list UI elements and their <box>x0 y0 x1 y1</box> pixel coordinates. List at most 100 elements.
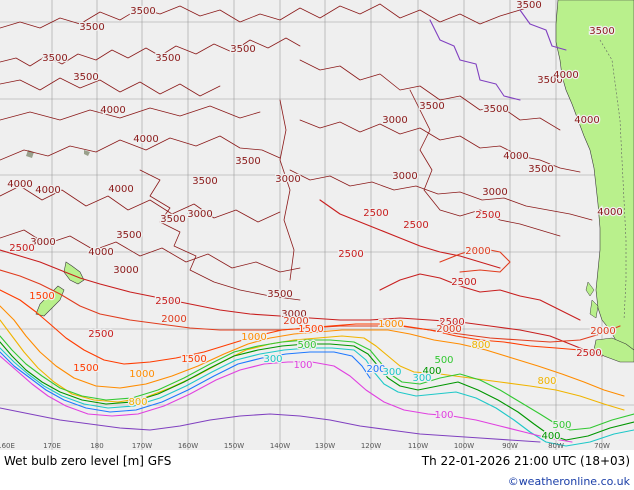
contour-label-42: 3500 <box>537 75 562 86</box>
lon-label-120w: 120W <box>361 442 381 450</box>
credit-link[interactable]: ©weatheronline.co.uk <box>507 475 630 488</box>
contour-label-10: 3000 <box>275 174 300 185</box>
contour-label-36: 1000 <box>129 369 154 380</box>
contour-label-59: 2500 <box>439 317 464 328</box>
lon-label-130w: 130W <box>315 442 335 450</box>
contour-label-69: 500 <box>552 420 571 431</box>
contour-label-33: 300 <box>263 354 282 365</box>
lon-label-80w: 80W <box>548 442 564 450</box>
contour-label-3: 3500 <box>42 53 67 64</box>
contour-label-40: 3500 <box>516 0 541 11</box>
map-title: Wet bulb zero level [m] GFS <box>4 454 172 468</box>
contour-line-contour_main-10 <box>139 169 301 301</box>
contour-label-46: 3000 <box>382 115 407 126</box>
contour-label-31: 500 <box>297 340 316 351</box>
contour-label-62: 2000 <box>590 326 615 337</box>
contour-label-11: 4000 <box>7 179 32 190</box>
contour-line-c300-23 <box>0 347 634 447</box>
contour-label-64: 500 <box>434 355 453 366</box>
contour-label-16: 3500 <box>116 230 141 241</box>
contour-line-c2000-17 <box>439 247 511 273</box>
lon-label-140w: 140W <box>270 442 290 450</box>
lon-label-160e: 160E <box>0 442 15 450</box>
contour-line-c1500-18 <box>0 289 601 365</box>
contour-label-54: 4000 <box>597 207 622 218</box>
contour-line-c0-27 <box>429 19 521 101</box>
contour-label-28: 1000 <box>378 319 403 330</box>
contour-line-contour_main-8 <box>289 169 593 221</box>
contour-label-53: 2500 <box>475 210 500 221</box>
map-area: 3500 3500 3500 3500 3500 3500 4000 4000 3500 3500… <box>0 0 634 450</box>
contour-line-c1000-19 <box>0 305 625 397</box>
contour-label-6: 4000 <box>100 105 125 116</box>
contour-label-22: 2500 <box>155 296 180 307</box>
contour-label-49: 3500 <box>528 164 553 175</box>
contour-label-52: 2500 <box>363 208 388 219</box>
contour-label-29: 2500 <box>88 329 113 340</box>
contour-label-67: 300 <box>412 373 431 384</box>
land-new-zealand-south <box>35 285 65 317</box>
longitude-labels: 160E 170E 180 170W 160W 150W 140W 130W 1… <box>0 442 610 450</box>
contour-line-contour_main-4 <box>0 105 261 121</box>
contour-label-0: 3500 <box>130 6 155 17</box>
contour-label-63: 2500 <box>576 348 601 359</box>
contour-label-13: 4000 <box>108 184 133 195</box>
lon-label-180: 180 <box>90 442 103 450</box>
contour-label-39: 300 <box>382 367 401 378</box>
contour-label-24: 2000 <box>161 314 186 325</box>
contour-label-37: 800 <box>128 397 147 408</box>
contour-line-contour_main-2 <box>0 77 221 97</box>
contour-label-60: 2000 <box>436 324 461 335</box>
contour-label-21: 1500 <box>29 291 54 302</box>
contour-label-12: 4000 <box>35 185 60 196</box>
contour-label-26: 2000 <box>283 316 308 327</box>
contour-line-contour_main-1 <box>0 37 301 67</box>
contour-line-c2500-14 <box>319 199 501 269</box>
contour-line-contour_main-11 <box>279 99 295 281</box>
land-new-zealand-north <box>63 261 85 285</box>
lon-label-110w: 110W <box>408 442 428 450</box>
contour-label-50: 3000 <box>392 171 417 182</box>
contour-label-5: 3500 <box>73 72 98 83</box>
contour-label-57: 2000 <box>465 246 490 257</box>
contour-label-51: 3000 <box>482 187 507 198</box>
contour-label-17: 3000 <box>30 237 55 248</box>
contour-line-contour_main-3 <box>299 59 561 131</box>
lon-label-170w: 170W <box>132 442 152 450</box>
contour-line-contour_main-12 <box>409 89 561 237</box>
contour-line-contour_main-9 <box>0 229 301 273</box>
contour-label-20: 3000 <box>113 265 138 276</box>
contour-label-7: 4000 <box>133 134 158 145</box>
contour-line-contour_main-5 <box>0 135 281 161</box>
contour-label-65: 400 <box>422 366 441 377</box>
contour-label-8: 3500 <box>235 156 260 167</box>
contour-line-contour_main-6 <box>299 119 581 173</box>
contour-label-68: 100 <box>434 410 453 421</box>
contour-label-47: 4000 <box>574 115 599 126</box>
footer-bar: Wet bulb zero level [m] GFS Th 22-01-202… <box>0 450 634 490</box>
contour-line-c100-25 <box>0 355 573 443</box>
contour-label-19: 4000 <box>88 247 113 258</box>
lon-label-90w: 90W <box>502 442 518 450</box>
border-andes <box>599 39 627 321</box>
contour-label-35: 1500 <box>73 363 98 374</box>
graticule <box>0 0 634 450</box>
contour-line-c800-20 <box>0 319 625 411</box>
contour-label-48: 4000 <box>503 151 528 162</box>
contour-label-66: 800 <box>537 376 556 387</box>
contour-label-14: 3500 <box>160 214 185 225</box>
contour-line-c0-28 <box>519 9 567 51</box>
valid-time: Th 22-01-2026 21:00 UTC (18+03) <box>421 454 630 468</box>
contour-label-45: 3500 <box>483 104 508 115</box>
contour-label-4: 3500 <box>155 53 180 64</box>
contour-label-9: 3500 <box>192 176 217 187</box>
contour-line-contour_main-0 <box>0 3 541 29</box>
contour-label-58: 2500 <box>451 277 476 288</box>
contour-label-44: 3500 <box>419 101 444 112</box>
contour-line-c200-24 <box>0 351 371 413</box>
contour-line-contour_main-7 <box>0 185 281 223</box>
contour-label-18: 2500 <box>9 243 34 254</box>
